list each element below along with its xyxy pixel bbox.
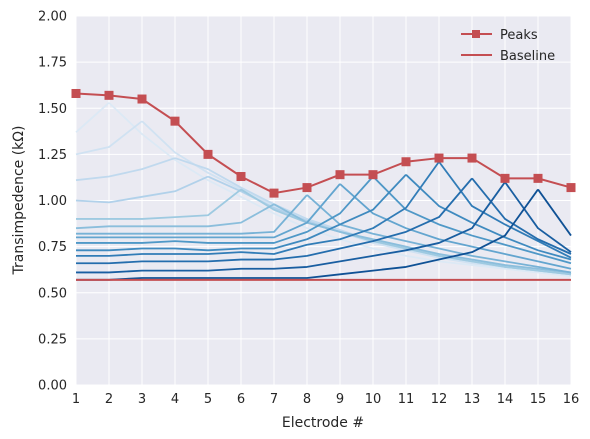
main-series-group (71, 88, 576, 281)
background-line-25 (504, 181, 572, 253)
y-axis-title: Transimpedence (kΩ) (11, 126, 27, 276)
peaks-marker (368, 170, 378, 180)
peaks-marker (302, 183, 312, 193)
peaks-marker (533, 173, 543, 183)
background-line-14 (76, 183, 341, 239)
background-line-4 (75, 157, 176, 182)
peaks-marker (269, 188, 279, 198)
peaks-marker (203, 149, 213, 159)
y-tick-labels: 0.00 0.25 0.50 0.75 1.00 1.25 1.50 1.75 2.00 (38, 10, 67, 394)
x-tick-label: 14 (497, 392, 514, 407)
background-line-16 (76, 175, 374, 244)
grid-lines (75, 15, 572, 386)
x-tick-label: 10 (365, 392, 382, 407)
x-tick-label: 11 (398, 392, 415, 407)
x-axis-title: Electrode # (282, 415, 364, 431)
background-line-17 (372, 175, 572, 265)
x-tick-label: 16 (563, 392, 580, 407)
y-tick-label: 2.00 (38, 10, 67, 25)
legend-baseline-label: Baseline (500, 49, 555, 64)
peaks-marker (170, 116, 180, 126)
x-tick-labels: 1 2 3 4 5 6 7 8 9 10 11 12 13 14 15 16 (72, 392, 579, 407)
x-tick-label: 4 (171, 392, 179, 407)
x-tick-label: 9 (336, 392, 344, 407)
x-tick-label: 1 (72, 392, 80, 407)
background-series-group (75, 102, 572, 281)
x-tick-label: 3 (138, 392, 146, 407)
y-tick-label: 0.25 (38, 332, 67, 347)
background-line-11 (273, 203, 572, 274)
x-tick-label: 12 (431, 392, 448, 407)
background-line-22 (76, 177, 473, 265)
x-tick-label: 15 (530, 392, 547, 407)
y-tick-label: 0.00 (38, 379, 67, 394)
background-line-26 (76, 188, 539, 281)
peaks-marker (566, 183, 576, 193)
x-tick-label: 6 (237, 392, 245, 407)
peaks-marker (401, 157, 411, 167)
legend-peaks-marker (472, 30, 480, 38)
x-tick-label: 8 (303, 392, 311, 407)
y-tick-label: 0.75 (38, 240, 67, 255)
background-line-20 (76, 161, 440, 257)
legend: Peaks Baseline (461, 28, 555, 64)
x-tick-label: 7 (270, 392, 278, 407)
background-line-15 (339, 183, 572, 270)
background-line-18 (76, 174, 407, 252)
background-line-23 (471, 177, 572, 255)
legend-peaks-label: Peaks (500, 28, 538, 43)
background-line-19 (405, 174, 572, 261)
peaks-marker (137, 94, 147, 104)
peaks-marker (236, 172, 246, 182)
background-line-10 (75, 203, 275, 230)
y-tick-label: 1.50 (38, 102, 67, 117)
background-line-2 (75, 120, 143, 156)
x-tick-label: 2 (105, 392, 113, 407)
y-tick-label: 1.75 (38, 56, 67, 71)
background-line-9 (240, 188, 572, 276)
background-line-0 (75, 102, 110, 133)
y-tick-label: 0.50 (38, 286, 67, 301)
background-line-12 (76, 194, 308, 235)
peaks-marker (467, 153, 477, 163)
background-line-8 (76, 188, 242, 220)
background-line-6 (75, 175, 209, 204)
background-line-24 (76, 181, 506, 274)
peaks-marker (104, 90, 114, 100)
peaks-marker (71, 88, 81, 98)
peaks-marker (335, 170, 345, 180)
peaks-marker (500, 173, 510, 183)
peaks-line (75, 92, 572, 195)
y-tick-label: 1.25 (38, 148, 67, 163)
background-line-27 (537, 188, 572, 237)
peaks-marker (434, 153, 444, 163)
x-tick-label: 5 (204, 392, 212, 407)
x-tick-label: 13 (464, 392, 481, 407)
background-line-13 (306, 194, 572, 274)
y-tick-label: 1.00 (38, 194, 67, 209)
